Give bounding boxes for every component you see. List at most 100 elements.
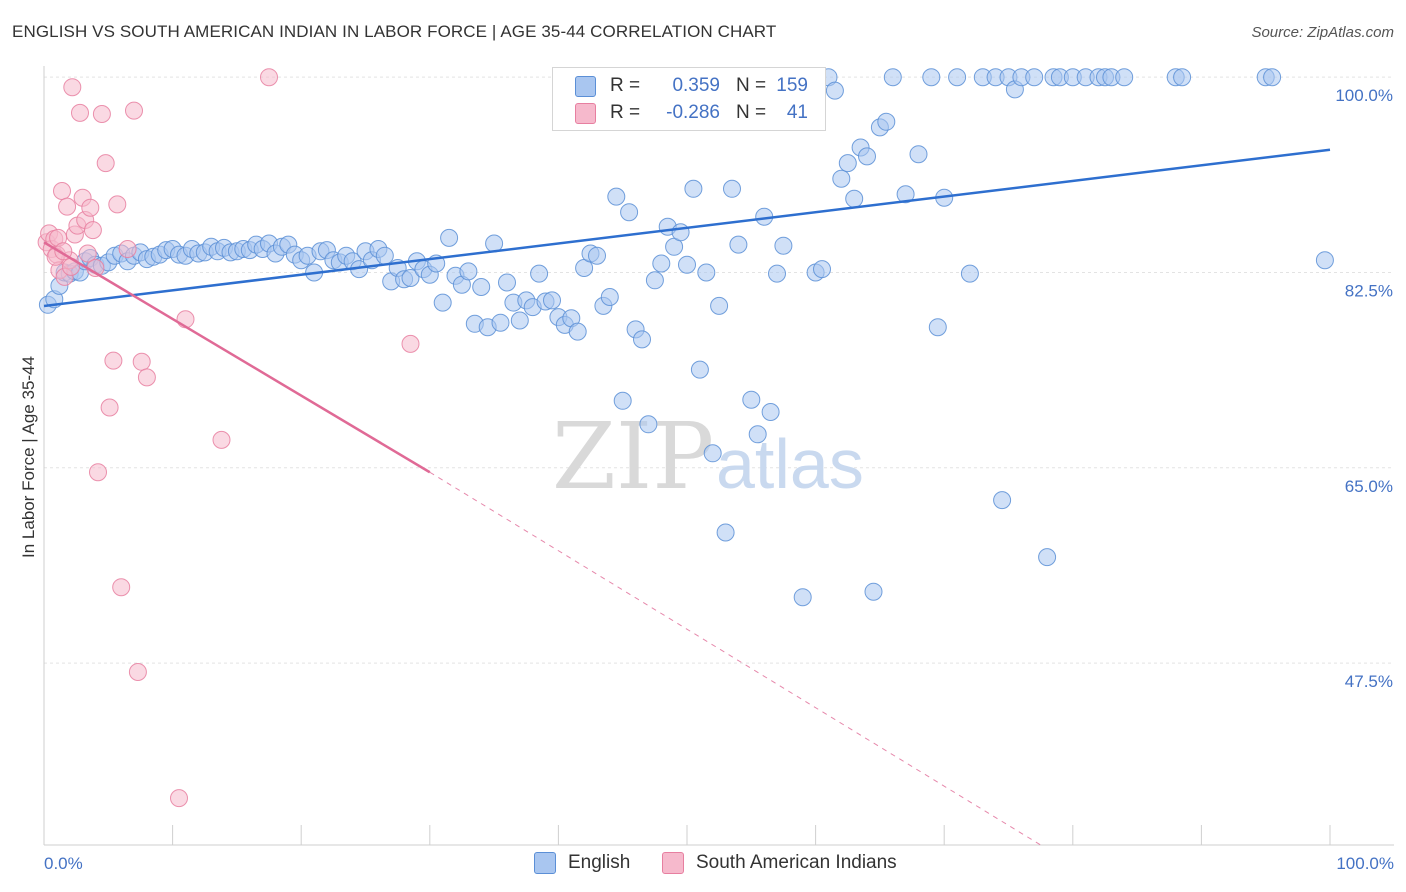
y-tick-label: 47.5% — [1345, 672, 1393, 691]
english-point — [761, 403, 780, 421]
english-point — [620, 203, 639, 222]
english-point — [671, 223, 690, 242]
english-point — [960, 264, 979, 283]
south-american-indian-point — [78, 244, 97, 263]
english-point — [928, 318, 947, 337]
english-point — [690, 360, 709, 379]
english-point — [838, 154, 857, 173]
legend-r-key: R = — [610, 102, 641, 123]
series-legend-label-south-american-indians: South American Indians — [696, 852, 897, 873]
watermark: ZIP atlas — [552, 403, 864, 510]
english-point — [472, 278, 491, 296]
south-american-indian-point — [92, 105, 111, 123]
english-point — [633, 330, 651, 349]
legend-r-value: 0.359 — [672, 75, 720, 96]
english-point — [1038, 548, 1057, 567]
south-american-indian-point — [212, 430, 231, 449]
english-point — [1173, 68, 1192, 87]
south-american-indian-point — [96, 154, 115, 173]
legend-r-value: -0.286 — [666, 102, 720, 123]
south-american-indian-point — [58, 197, 77, 216]
english-point — [459, 262, 478, 281]
legend-r-key: R = — [610, 75, 641, 96]
english-point — [607, 187, 626, 206]
english-point — [645, 271, 664, 290]
y-tick-label: 65.0% — [1345, 477, 1393, 496]
english-point — [600, 288, 619, 306]
english-point — [1263, 68, 1282, 87]
south-american-indian-point — [83, 221, 102, 240]
series-legend-south-american-indians[interactable]: South American Indians — [662, 852, 897, 874]
legend-n-key: N = — [736, 75, 767, 96]
south-american-indian-point — [71, 103, 89, 122]
english-point — [716, 523, 735, 542]
english-point — [729, 235, 748, 254]
south-american-indian-point — [100, 398, 119, 417]
legend-n-key: N = — [736, 102, 767, 123]
y-tick-label: 82.5% — [1345, 281, 1393, 300]
english-point — [1115, 68, 1134, 87]
legend-n-value: 41 — [786, 102, 808, 123]
english-point — [613, 391, 632, 410]
english-point — [896, 185, 915, 204]
english-point — [401, 269, 420, 287]
english-trend-line — [43, 148, 1331, 308]
south-american-indian-trend-extension — [429, 471, 1041, 846]
series-legend-swatch-south-american-indians — [662, 852, 684, 874]
english-point — [568, 322, 587, 341]
south-american-indian-point — [137, 368, 156, 387]
points-layer — [37, 68, 1334, 808]
legend-n-value: 159 — [776, 75, 808, 96]
english-point — [864, 582, 883, 601]
english-point — [1315, 251, 1334, 270]
watermark-zip: ZIP — [552, 403, 714, 510]
south-american-indian-point — [89, 463, 107, 482]
english-point — [723, 179, 741, 198]
y-axis-label: In Labor Force | Age 35-44 — [19, 356, 38, 558]
legend-swatch-english — [575, 75, 596, 97]
english-point — [883, 68, 902, 87]
english-point — [858, 147, 876, 166]
south-american-indian-point — [81, 198, 100, 217]
south-american-indian-point — [401, 334, 420, 353]
english-point — [684, 179, 703, 198]
legend-row-english: R = 0.359 N = 159 — [575, 74, 808, 98]
south-american-indian-point — [108, 195, 127, 214]
english-point — [825, 81, 844, 100]
series-legend-swatch-english — [534, 852, 556, 874]
y-tick-label: 100.0% — [1335, 86, 1393, 105]
south-american-indian-point — [53, 182, 71, 200]
chart-title: ENGLISH VS SOUTH AMERICAN INDIAN IN LABO… — [12, 22, 777, 41]
english-point — [543, 291, 561, 310]
chart-source: Source: ZipAtlas.com — [1251, 24, 1394, 41]
series-legend-label-english: English — [568, 852, 631, 873]
english-point — [948, 68, 967, 87]
south-american-indian-trend-line — [43, 241, 431, 474]
english-point — [710, 296, 729, 315]
english-point — [832, 169, 851, 188]
x-tick-label-min: 0.0% — [44, 854, 83, 873]
english-point — [793, 588, 812, 607]
south-american-indian-point — [63, 78, 82, 97]
x-tick-layer — [43, 825, 1331, 845]
english-point — [813, 260, 831, 279]
english-point — [703, 444, 722, 463]
english-point — [639, 415, 658, 434]
south-american-indian-point — [170, 789, 188, 808]
series-legend: English South American Indians — [0, 852, 1406, 878]
trend-layer — [43, 148, 1331, 846]
south-american-indian-point — [125, 101, 143, 120]
south-american-indian-point — [118, 240, 137, 258]
english-point — [845, 189, 864, 208]
south-american-indian-point — [128, 663, 147, 681]
english-point — [491, 313, 510, 332]
english-point — [530, 264, 549, 283]
english-point — [433, 293, 452, 312]
watermark-atlas: atlas — [716, 425, 864, 503]
english-point — [774, 236, 793, 255]
legend-row-south-american-indians: R = -0.286 N = 41 — [575, 101, 808, 125]
english-point — [877, 112, 896, 131]
grid-layer — [44, 76, 1394, 664]
series-legend-english[interactable]: English — [534, 852, 630, 874]
